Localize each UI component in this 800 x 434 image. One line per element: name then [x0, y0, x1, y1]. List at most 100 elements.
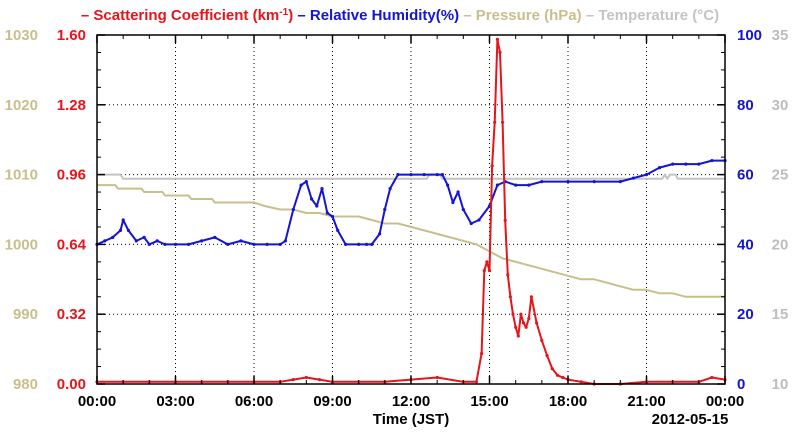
data-point-humidity-47: [477, 218, 481, 222]
y-tick-label-humidity-4: 80: [737, 97, 754, 114]
data-point-humidity-19: [278, 242, 282, 246]
data-point-humidity-38: [409, 173, 413, 177]
data-point-humidity-32: [364, 242, 369, 246]
data-point-scattering-34: [521, 321, 526, 325]
data-point-scattering-25: [498, 50, 502, 55]
y-tick-label-pressure-1: 990: [13, 306, 38, 323]
ticks: [96, 34, 726, 385]
data-point-scattering-21: [487, 269, 492, 273]
data-point-scattering-9: [304, 375, 308, 380]
series-line-temperature: [97, 173, 725, 180]
data-point-scattering-33: [519, 312, 523, 316]
y-tick-label-scattering-0: 0.00: [57, 376, 86, 393]
legend-entry-temperature-prefix: –: [582, 7, 599, 24]
y-tick-label-humidity-3: 60: [737, 167, 754, 184]
data-point-scattering-37: [529, 295, 534, 299]
data-point-humidity-42: [446, 183, 450, 187]
y-tick-label-scattering-1: 0.32: [57, 306, 86, 323]
x-tick-label-8: 00:00: [706, 393, 744, 410]
data-point-scattering-19: [482, 269, 486, 273]
data-point-humidity-36: [388, 187, 392, 191]
labels: 00:00 03:00 06:00 09:00 12:00 15:00 18:00 21:00…: [5, 27, 789, 428]
data-point-scattering-42: [555, 373, 560, 377]
legend-entry-temperature: Temperature (°C): [598, 7, 719, 24]
y-tick-label-pressure-0: 980: [13, 376, 38, 393]
data-point-humidity-45: [461, 207, 465, 212]
data-point-humidity-13: [200, 239, 204, 243]
data-point-humidity-56: [618, 180, 622, 184]
data-point-humidity-60: [671, 162, 675, 166]
data-point-humidity-53: [540, 180, 544, 184]
data-point-humidity-14: [213, 235, 217, 239]
data-point-humidity-28: [330, 214, 335, 219]
data-point-humidity-51: [514, 183, 518, 187]
legend-entry-scattering-suffix: ): [288, 7, 293, 24]
data-point-humidity-15: [226, 242, 230, 246]
data-point-scattering-20: [485, 260, 489, 264]
data-point-scattering-32: [516, 334, 520, 338]
data-point-humidity-59: [658, 166, 662, 170]
data-point-scattering-41: [550, 367, 554, 371]
y-tick-label-humidity-5: 100: [737, 27, 762, 44]
y-tick-label-pressure-2: 1000: [5, 236, 38, 253]
data-point-humidity-1: [103, 239, 107, 243]
data-point-humidity-58: [644, 173, 649, 177]
data-point-humidity-54: [566, 180, 570, 184]
data-point-humidity-55: [592, 180, 596, 184]
y-tick-label-temperature-0: 10: [772, 376, 789, 393]
data-point-scattering-40: [545, 354, 549, 358]
data-point-humidity-5: [126, 228, 130, 232]
data-point-scattering-18: [480, 351, 484, 356]
data-point-humidity-26: [320, 187, 324, 191]
data-point-humidity-33: [370, 242, 374, 246]
data-point-humidity-61: [684, 162, 688, 166]
data-point-scattering-36: [527, 317, 531, 321]
data-point-humidity-3: [118, 228, 123, 232]
x-tick-label-6: 18:00: [549, 393, 587, 410]
data-point-scattering-28: [506, 273, 510, 277]
data-point-humidity-8: [147, 242, 151, 246]
data-point-humidity-62: [697, 162, 701, 166]
data-point-humidity-21: [291, 207, 295, 212]
data-point-humidity-34: [378, 232, 382, 236]
x-tick-label-2: 06:00: [235, 393, 273, 410]
x-tick-label-1: 03:00: [156, 393, 194, 410]
data-point-humidity-16: [239, 239, 243, 243]
y-tick-label-temperature-1: 15: [772, 306, 789, 323]
x-tick-label-5: 15:00: [470, 393, 508, 410]
legend-entry-scattering-prefix: –: [81, 7, 94, 24]
data-point-scattering-17: [474, 380, 478, 384]
data-point-humidity-37: [396, 173, 400, 177]
x-tick-label-0: 00:00: [78, 393, 116, 410]
data-point-humidity-9: [155, 239, 159, 243]
data-point-scattering-45: [579, 380, 583, 384]
data-point-scattering-39: [540, 338, 544, 342]
data-point-humidity-23: [304, 180, 308, 184]
legend-entry-pressure: Pressure (hPa): [476, 7, 582, 24]
data-point-humidity-35: [383, 207, 387, 212]
date-label: 2012-05-15: [652, 411, 729, 428]
y-tick-label-scattering-3: 0.96: [57, 167, 86, 184]
legend-entry-scattering-sup: -1: [279, 7, 288, 18]
y-tick-label-temperature-4: 30: [772, 97, 789, 114]
data-point-humidity-2: [111, 235, 115, 239]
y-tick-label-humidity-0: 0: [737, 376, 745, 393]
data-point-humidity-30: [344, 242, 348, 246]
legend: – Scattering Coefficient (km-1) – Relati…: [81, 7, 719, 24]
data-point-humidity-44: [456, 190, 460, 194]
data-point-humidity-25: [315, 204, 319, 208]
data-point-humidity-7: [142, 235, 146, 239]
data-point-humidity-40: [435, 173, 439, 177]
data-point-humidity-49: [495, 183, 499, 187]
y-tick-label-temperature-3: 25: [772, 167, 789, 184]
data-point-humidity-31: [357, 242, 361, 246]
data-point-humidity-4: [121, 218, 125, 222]
data-point-scattering-22: [490, 164, 494, 168]
data-point-scattering-26: [501, 120, 505, 124]
data-point-humidity-57: [631, 176, 636, 180]
legend-entry-humidity: Relative Humidity(%): [310, 7, 459, 24]
data-point-humidity-17: [252, 242, 256, 246]
data-point-scattering-51: [710, 375, 714, 380]
data-point-scattering-29: [508, 295, 512, 299]
y-tick-label-pressure-3: 1010: [5, 167, 38, 184]
